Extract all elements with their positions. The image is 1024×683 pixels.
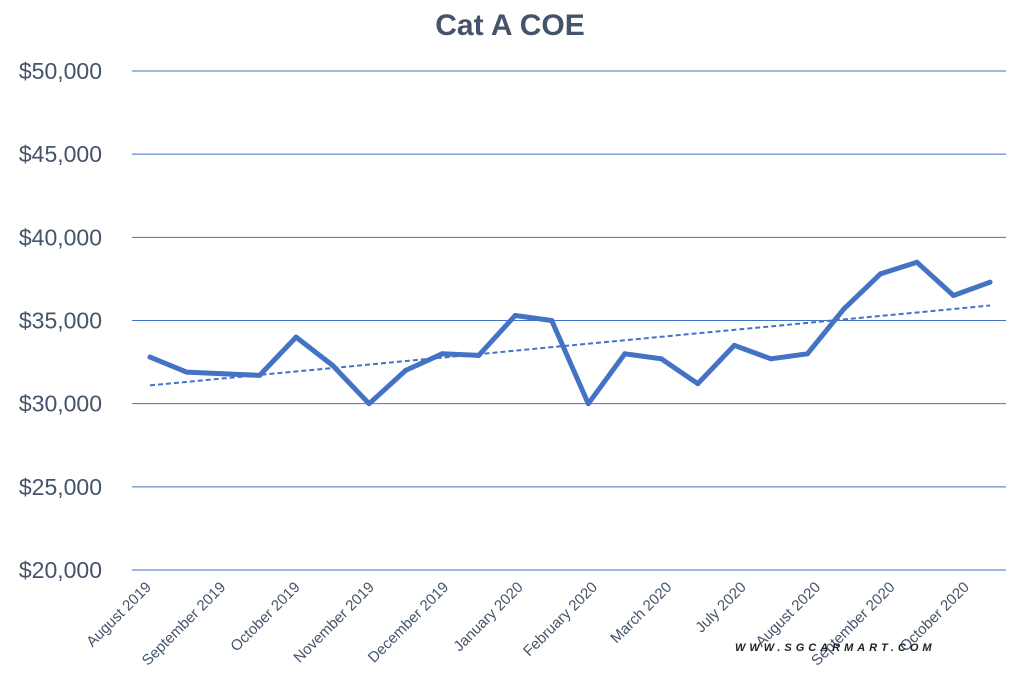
- data-point: [220, 371, 226, 377]
- data-point: [731, 342, 737, 348]
- x-tick-label: January 2020: [450, 579, 526, 655]
- data-point: [841, 306, 847, 312]
- data-point: [403, 367, 409, 373]
- x-tick-label: August 2020: [753, 579, 825, 651]
- y-axis-tick-labels: $20,000 $25,000 $30,000 $35,000 $40,000 $45,0…: [19, 58, 102, 583]
- x-tick-label: August 2019: [83, 579, 155, 651]
- data-point: [257, 372, 263, 378]
- series-layer: [147, 259, 993, 407]
- y-tick-label: $30,000: [19, 391, 102, 417]
- trendline: [149, 304, 991, 387]
- data-point: [184, 369, 190, 375]
- series-line: [147, 259, 993, 407]
- x-tick-label: December 2019: [365, 579, 452, 666]
- data-point: [147, 354, 153, 360]
- data-point: [512, 313, 518, 319]
- y-tick-label: $50,000: [19, 58, 102, 84]
- gridlines: [132, 70, 1006, 571]
- y-tick-label: $35,000: [19, 308, 102, 334]
- x-tick-label: October 2019: [227, 579, 303, 655]
- y-tick-label: $40,000: [19, 224, 102, 250]
- trendline-layer: [149, 304, 991, 387]
- data-point: [768, 356, 774, 362]
- data-point: [987, 279, 993, 285]
- watermark-text: WWW.SGCARMART.COM: [735, 642, 936, 654]
- data-point: [950, 293, 956, 299]
- x-tick-label: February 2020: [520, 579, 601, 660]
- x-tick-label: July 2020: [692, 579, 749, 636]
- chart-title: Cat A COE: [435, 9, 584, 42]
- data-point: [585, 401, 591, 407]
- data-point: [804, 351, 810, 357]
- data-point: [658, 356, 664, 362]
- x-tick-label: March 2020: [607, 579, 675, 647]
- y-tick-label: $25,000: [19, 474, 102, 500]
- data-point: [330, 362, 336, 368]
- data-point: [439, 351, 445, 357]
- data-point: [695, 381, 701, 387]
- y-tick-label: $20,000: [19, 557, 102, 583]
- y-tick-label: $45,000: [19, 141, 102, 167]
- data-point: [914, 259, 920, 265]
- data-point: [622, 351, 628, 357]
- data-point: [877, 271, 883, 277]
- data-point: [549, 318, 555, 323]
- data-point: [293, 334, 299, 340]
- data-point: [476, 352, 482, 358]
- data-point: [366, 401, 372, 407]
